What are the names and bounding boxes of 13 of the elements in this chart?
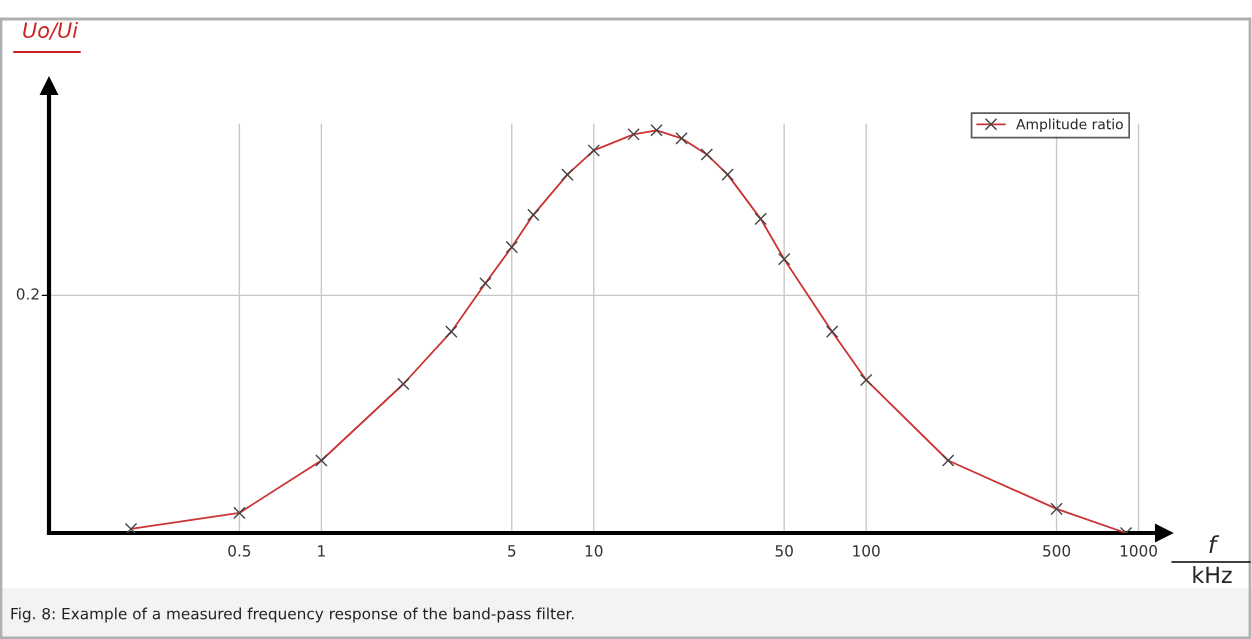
x-axis-title: f kHz — [1193, 535, 1232, 583]
x-tick-label: 10 — [585, 545, 603, 557]
x-tick-label: 500 — [1043, 545, 1071, 557]
x-tick-label: 1000 — [1120, 545, 1157, 557]
legend-label: Amplitude ratio — [1016, 118, 1123, 133]
x-tick-label: 50 — [775, 545, 793, 557]
caption: Fig. 8: Example of a measured frequency response of the band-pass filter. — [11, 607, 574, 623]
y-axis-title: Uo/Ui — [23, 21, 78, 40]
x-tick-label: 100 — [853, 545, 880, 557]
x-tick-label: 1 — [318, 545, 325, 557]
x-tick-label: 0.5 — [228, 545, 251, 557]
text: 0.2 — [16, 288, 39, 300]
x-tick-label: 5 — [508, 545, 516, 557]
